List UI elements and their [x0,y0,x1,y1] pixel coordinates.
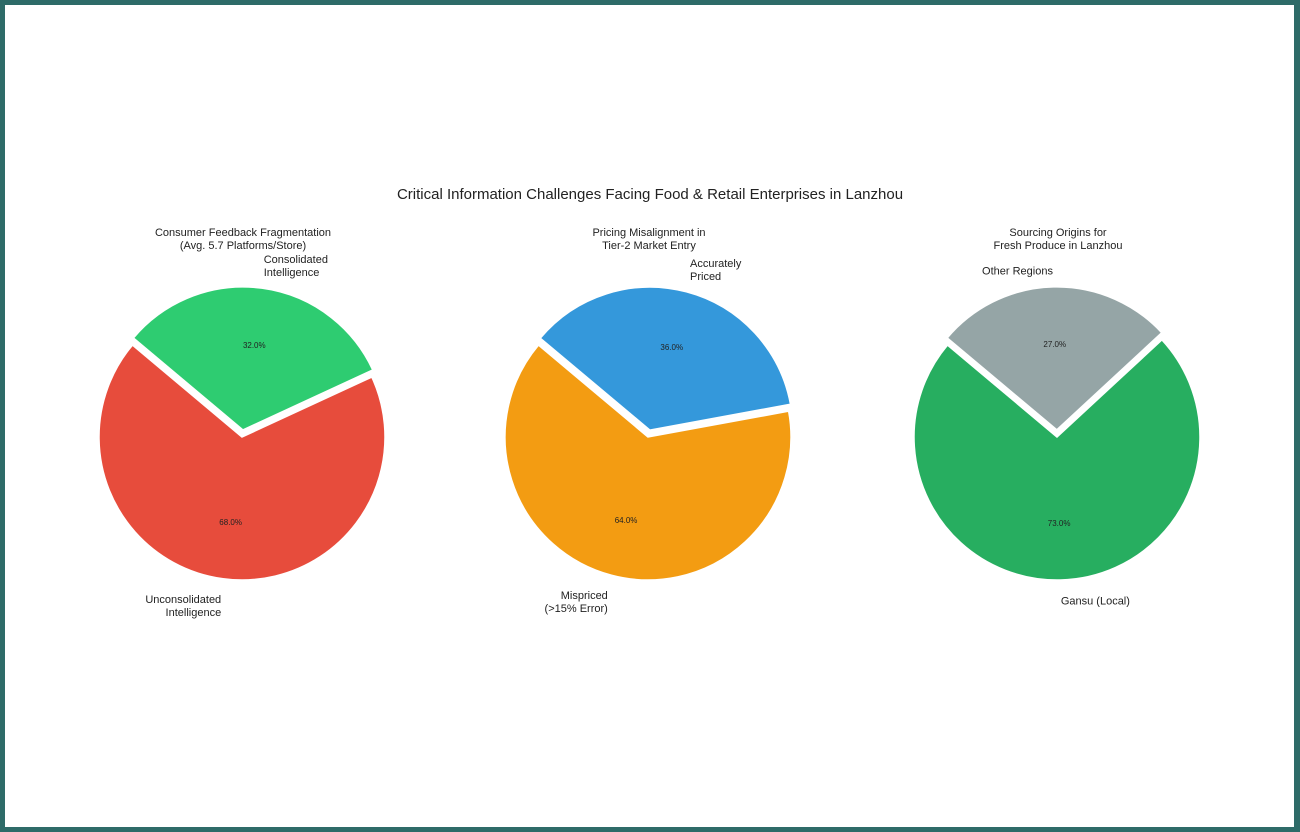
pie-slice [913,338,1201,581]
slice-label: Other Regions [982,266,1053,278]
percent-label: 36.0% [660,343,683,352]
pie-slice [539,286,792,431]
pie-slice [132,286,374,431]
pie-chart-3: Sourcing Origins for Fresh Produce in Lan… [913,227,1201,607]
figure-title: Critical Information Challenges Facing F… [396,186,904,203]
slice-label: Unconsolidated Intelligence [145,594,221,619]
slice-label: Mispriced (>15% Error) [545,590,608,615]
pie-slice [98,344,386,581]
percent-label: 32.0% [243,341,266,350]
pie-title: Consumer Feedback Fragmentation (Avg. 5.7… [155,227,331,252]
pie-title: Pricing Misalignment in Tier-2 Market Ent… [592,227,705,252]
pie-chart-1: Consumer Feedback Fragmentation (Avg. 5.7… [98,227,386,619]
pie-chart-2: Pricing Misalignment in Tier-2 Market Ent… [504,227,792,615]
slice-label: Consolidated Intelligence [264,254,328,279]
pie-slice [946,286,1163,431]
pie-slice [504,344,792,581]
slice-label: Accurately Priced [690,258,742,283]
percent-label: 64.0% [615,516,638,525]
pie-title: Sourcing Origins for Fresh Produce in Lan… [993,227,1122,252]
percent-label: 68.0% [219,518,242,527]
percent-label: 73.0% [1048,519,1071,528]
percent-label: 27.0% [1043,340,1066,349]
slice-label: Gansu (Local) [1061,595,1130,607]
